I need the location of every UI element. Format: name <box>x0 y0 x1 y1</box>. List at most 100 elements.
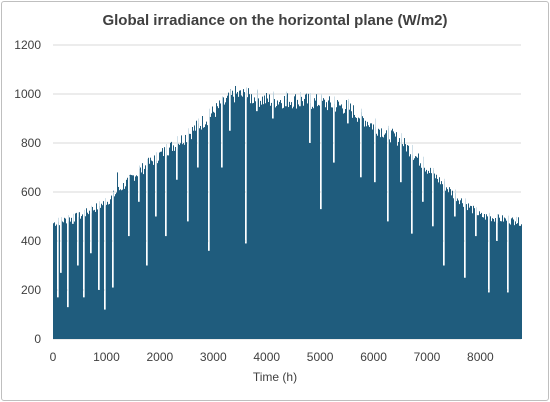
bar <box>398 141 399 339</box>
bar <box>391 130 392 339</box>
bar <box>162 148 163 339</box>
bar <box>457 198 458 339</box>
bar <box>191 139 192 339</box>
bar <box>251 94 252 339</box>
bar <box>401 139 402 339</box>
bar <box>507 292 508 339</box>
bar <box>373 124 374 339</box>
bar <box>89 210 90 339</box>
bar <box>290 105 291 339</box>
bar <box>302 101 303 339</box>
bar <box>363 118 364 339</box>
bar <box>520 225 521 339</box>
bar <box>57 297 58 339</box>
bar-gap <box>444 178 445 266</box>
bar <box>409 156 410 339</box>
bar <box>225 102 226 339</box>
bar <box>233 96 234 339</box>
bar <box>253 102 254 339</box>
bar <box>181 135 182 339</box>
bar <box>291 102 292 339</box>
bar <box>473 205 474 339</box>
bar <box>518 217 519 339</box>
bar <box>355 117 356 339</box>
bar <box>453 198 454 339</box>
bar <box>316 94 317 339</box>
bar <box>212 106 213 339</box>
bar <box>521 224 522 339</box>
bar <box>299 106 300 339</box>
bar <box>133 175 134 339</box>
bar <box>445 190 446 339</box>
bar <box>136 175 137 339</box>
bar <box>312 106 313 339</box>
bar <box>85 216 86 339</box>
bar <box>179 144 180 339</box>
bar-gap <box>465 198 466 278</box>
bar <box>336 107 337 339</box>
bar <box>230 89 231 339</box>
bar <box>311 108 312 340</box>
x-tick-label: 4000 <box>253 350 280 364</box>
bar <box>140 167 141 339</box>
chart-title: Global irradiance on the horizontal plan… <box>102 12 448 29</box>
bar <box>207 125 208 340</box>
bar-gap <box>375 118 376 183</box>
bar <box>102 205 103 339</box>
bar <box>482 217 483 339</box>
bar <box>257 90 258 339</box>
bar <box>237 92 238 339</box>
bar <box>122 189 123 339</box>
bar <box>495 218 496 339</box>
bar <box>480 214 481 339</box>
bar <box>357 121 358 339</box>
bar-gap <box>310 93 311 143</box>
bar-gap <box>516 216 517 222</box>
bar <box>423 169 424 339</box>
bar <box>108 204 109 339</box>
bar <box>429 173 430 339</box>
bar <box>475 236 476 339</box>
bar <box>418 153 419 339</box>
bar-gap <box>58 217 59 298</box>
bar <box>219 100 220 339</box>
bar <box>407 145 408 339</box>
bar <box>263 104 264 339</box>
bar <box>449 187 450 339</box>
bar <box>101 203 102 339</box>
bar-gap <box>257 89 258 112</box>
bar <box>69 217 70 339</box>
bar <box>410 154 411 339</box>
bar <box>490 216 491 339</box>
y-tick-label: 1200 <box>14 38 41 52</box>
bar <box>71 217 72 339</box>
bar <box>171 141 172 339</box>
bar <box>188 140 189 339</box>
bar <box>210 116 211 339</box>
bar <box>413 159 414 339</box>
bar <box>96 203 97 339</box>
bar <box>163 156 164 339</box>
bar <box>362 116 363 339</box>
y-tick-label: 200 <box>21 283 41 297</box>
bar-gap <box>78 212 79 266</box>
bar <box>396 132 397 339</box>
bar <box>333 162 334 339</box>
bar <box>235 85 236 339</box>
bar-gap <box>497 214 498 241</box>
bar <box>173 145 174 339</box>
bar <box>356 117 357 339</box>
bar <box>296 108 297 339</box>
bar <box>338 101 339 339</box>
bar <box>195 130 196 339</box>
bar <box>267 98 268 340</box>
bar <box>197 167 198 339</box>
bar <box>319 105 320 339</box>
bar <box>383 137 384 339</box>
bar <box>98 290 99 339</box>
bar <box>247 97 248 340</box>
bar <box>343 113 344 339</box>
bar <box>435 178 436 339</box>
bar <box>218 108 219 340</box>
bar <box>309 143 310 339</box>
